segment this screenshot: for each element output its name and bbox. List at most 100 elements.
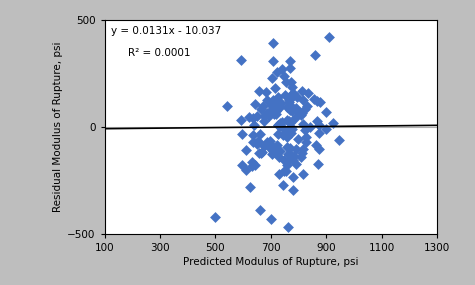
Point: [299, 172, 307, 176]
Point: [285, 99, 293, 104]
Text: y = 0.0131x - 10.037: y = 0.0131x - 10.037: [111, 27, 221, 36]
Point: [248, 164, 256, 168]
Text: R² = 0.0001: R² = 0.0001: [128, 48, 190, 58]
Point: [274, 70, 281, 74]
Point: [315, 131, 323, 136]
Point: [286, 146, 294, 150]
Point: [251, 163, 259, 168]
Point: [282, 129, 290, 134]
Point: [299, 147, 307, 152]
Point: [303, 103, 311, 108]
Point: [279, 132, 287, 137]
Point: [264, 140, 271, 144]
Point: [238, 163, 246, 168]
Point: [294, 109, 302, 113]
Point: [250, 122, 257, 127]
Point: [276, 104, 283, 109]
Point: [268, 76, 276, 80]
Point: [267, 102, 275, 107]
Point: [287, 80, 295, 84]
X-axis label: Predicted Modulus of Rupture, psi: Predicted Modulus of Rupture, psi: [183, 257, 359, 267]
Point: [289, 187, 296, 192]
Point: [266, 143, 273, 147]
Point: [335, 138, 343, 143]
Point: [298, 89, 305, 93]
Point: [282, 80, 290, 84]
Point: [276, 105, 284, 109]
Point: [286, 156, 294, 161]
Point: [304, 91, 312, 95]
Point: [304, 5, 311, 10]
Point: [249, 133, 257, 137]
Point: [314, 162, 322, 166]
Point: [299, 98, 306, 103]
Point: [266, 139, 274, 144]
Point: [311, 53, 318, 57]
Point: [266, 109, 274, 113]
Point: [265, 145, 273, 149]
Point: [274, 95, 282, 99]
Point: [286, 59, 294, 63]
Point: [293, 95, 300, 99]
Point: [277, 101, 285, 105]
Point: [257, 151, 265, 155]
Point: [297, 113, 305, 117]
Point: [329, 121, 337, 126]
Point: [288, 104, 296, 109]
Point: [269, 145, 277, 150]
Point: [287, 131, 295, 135]
Point: [295, 110, 303, 114]
Point: [261, 114, 268, 119]
Point: [275, 131, 282, 136]
Point: [280, 74, 288, 78]
Point: [281, 127, 288, 131]
Point: [238, 118, 245, 123]
Point: [272, 109, 280, 113]
Point: [272, 85, 279, 90]
Point: [282, 169, 290, 174]
Point: [322, 110, 330, 115]
Point: [270, 150, 278, 154]
Point: [253, 142, 261, 146]
Point: [249, 116, 257, 121]
Point: [306, 124, 314, 129]
Point: [277, 148, 285, 153]
Point: [314, 119, 321, 123]
Point: [260, 144, 268, 148]
Point: [287, 96, 295, 101]
Point: [310, 97, 317, 101]
Point: [302, 139, 310, 144]
Point: [298, 150, 306, 155]
Point: [288, 154, 295, 158]
Point: [255, 89, 263, 93]
Point: [292, 147, 299, 151]
Point: [297, 155, 305, 160]
Point: [288, 127, 295, 131]
Point: [256, 208, 264, 213]
Point: [312, 143, 320, 148]
Point: [254, 140, 262, 144]
Point: [298, 110, 306, 115]
Point: [276, 172, 283, 176]
Point: [254, 113, 261, 118]
Point: [248, 160, 256, 164]
Point: [242, 167, 249, 172]
Point: [283, 145, 290, 149]
Point: [286, 105, 294, 110]
Point: [286, 108, 294, 112]
Point: [257, 106, 265, 111]
Point: [294, 137, 302, 141]
Point: [238, 132, 246, 137]
Point: [261, 118, 268, 123]
Point: [270, 149, 277, 154]
Point: [273, 146, 281, 151]
Point: [315, 123, 323, 127]
Point: [288, 92, 296, 96]
Point: [303, 134, 310, 139]
Point: [267, 110, 275, 114]
Point: [276, 155, 283, 159]
Point: [314, 99, 321, 103]
Point: [258, 150, 266, 154]
Point: [285, 152, 292, 156]
Point: [299, 122, 306, 127]
